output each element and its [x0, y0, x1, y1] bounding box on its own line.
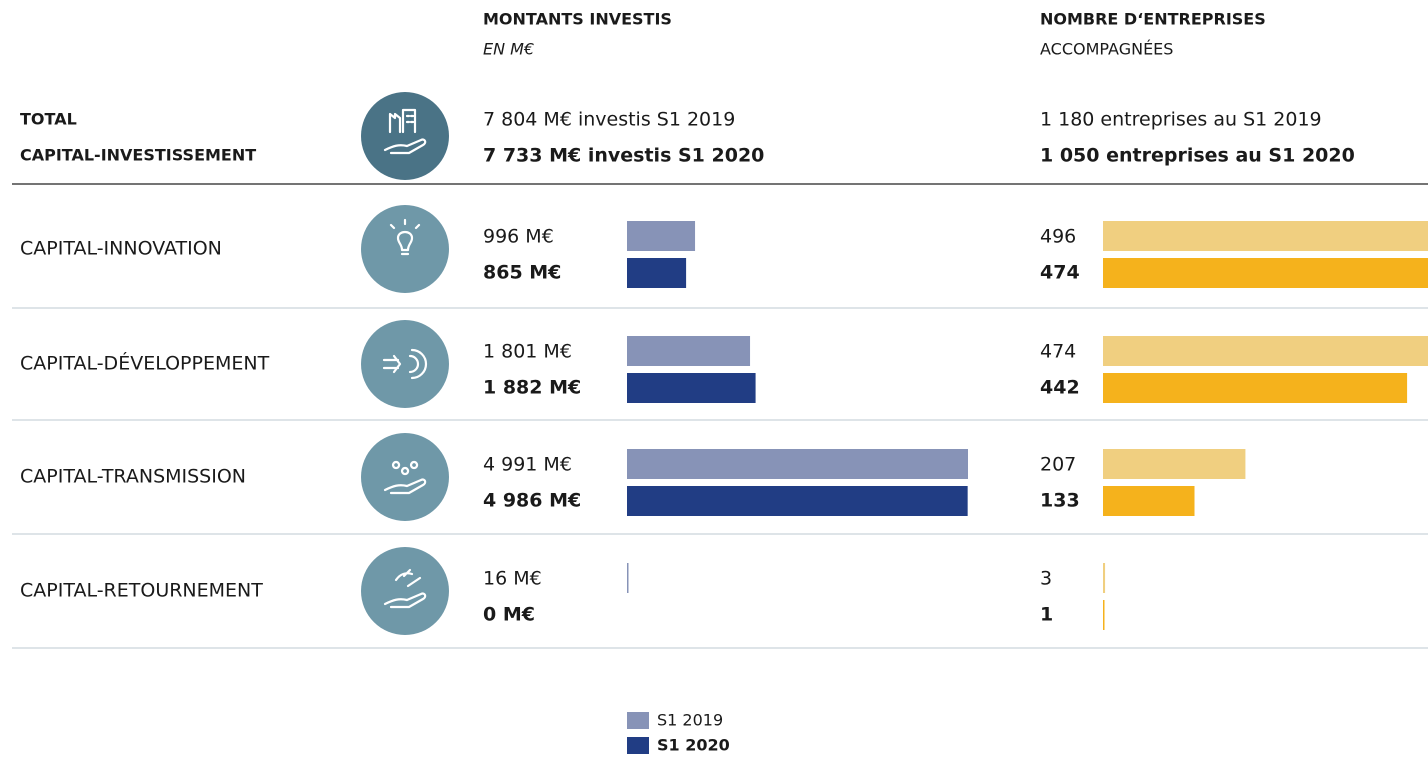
value-label: 865 M€ — [483, 262, 561, 284]
value-label: 16 M€ — [483, 568, 542, 590]
bar — [1103, 563, 1106, 593]
value-label: 474 — [1040, 262, 1080, 284]
total-label: CAPITAL-INVESTISSEMENT — [20, 146, 256, 165]
value-label: 4 986 M€ — [483, 490, 581, 512]
bar — [627, 373, 756, 403]
category-label: CAPITAL-INNOVATION — [20, 238, 222, 260]
value-label: 4 991 M€ — [483, 454, 572, 476]
amounts-unit: EN M€ — [483, 40, 534, 59]
total-amount: 7 733 M€ investis S1 2020 — [483, 145, 764, 167]
category-label: CAPITAL-TRANSMISSION — [20, 466, 246, 488]
category-label: CAPITAL-DÉVELOPPEMENT — [20, 352, 270, 375]
legend-label: S1 2020 — [657, 736, 730, 755]
bar — [627, 221, 696, 251]
value-label: 133 — [1040, 490, 1080, 512]
total-amount: 7 804 M€ investis S1 2019 — [483, 109, 735, 131]
legend-swatch — [627, 737, 649, 754]
total-companies: 1 180 entreprises au S1 2019 — [1040, 109, 1322, 131]
value-label: 207 — [1040, 454, 1076, 476]
bar — [1103, 486, 1195, 516]
category-label: CAPITAL-RETOURNEMENT — [20, 580, 263, 602]
bar — [1103, 258, 1428, 288]
category-icon — [361, 320, 449, 408]
value-label: 3 — [1040, 568, 1052, 590]
total-icon-glyph — [383, 108, 427, 155]
bar — [1103, 449, 1246, 479]
value-label: 1 — [1040, 604, 1053, 626]
amounts-title: MONTANTS INVESTIS — [483, 10, 672, 29]
value-label: 0 M€ — [483, 604, 535, 626]
legend-swatch — [627, 712, 649, 729]
bar — [627, 336, 751, 366]
bar — [627, 486, 968, 516]
value-label: 496 — [1040, 226, 1076, 248]
total-label: TOTAL — [20, 110, 77, 129]
bar — [627, 563, 629, 593]
category-icon-glyph — [382, 348, 428, 380]
category-icon — [361, 547, 449, 635]
legend-label: S1 2019 — [657, 711, 723, 730]
value-label: 1 882 M€ — [483, 377, 581, 399]
total-icon — [361, 92, 449, 180]
value-label: 474 — [1040, 341, 1076, 363]
bar — [1103, 600, 1105, 630]
bar — [1103, 221, 1428, 251]
bar — [627, 258, 687, 288]
category-icon-glyph — [389, 218, 421, 256]
bar — [1103, 373, 1408, 403]
value-label: 1 801 M€ — [483, 341, 572, 363]
companies-subtitle: ACCOMPAGNÉES — [1040, 40, 1173, 59]
value-label: 996 M€ — [483, 226, 554, 248]
category-icon-glyph — [383, 568, 427, 609]
companies-title: NOMBRE D‘ENTREPRISES — [1040, 10, 1266, 29]
bar — [1103, 336, 1428, 366]
bar — [627, 449, 968, 479]
category-icon — [361, 433, 449, 521]
total-companies: 1 050 entreprises au S1 2020 — [1040, 145, 1355, 167]
value-label: 442 — [1040, 377, 1080, 399]
category-icon-glyph — [383, 460, 427, 495]
